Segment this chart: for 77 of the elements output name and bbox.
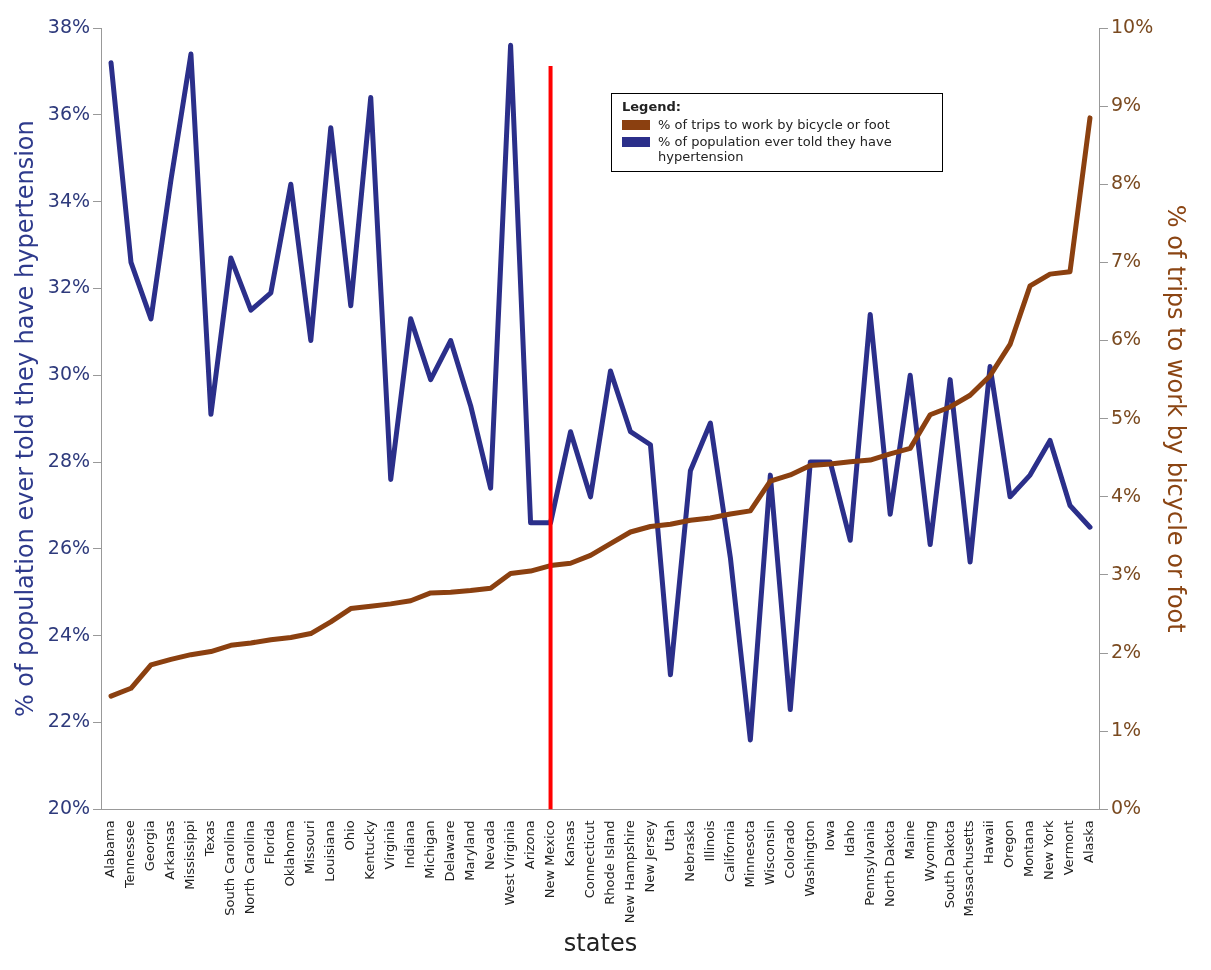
x-tick-label: South Dakota: [941, 820, 957, 909]
x-tick-label: Idaho: [841, 820, 857, 857]
y2-tick-label: 10%: [1110, 14, 1154, 37]
x-tick-label: Vermont: [1061, 820, 1077, 876]
y2-tick-label: 3%: [1110, 561, 1142, 584]
y-tick-label: 32%: [47, 275, 91, 298]
x-tick-label: Mississippi: [182, 820, 198, 890]
y2-tick-label: 6%: [1110, 327, 1142, 350]
x-tick-label: Connecticut: [581, 820, 597, 899]
y2-tick-label: 7%: [1110, 249, 1142, 272]
y-tick-label: 28%: [47, 449, 91, 472]
x-tick-label: Michigan: [422, 820, 438, 879]
x-tick-label: Tennessee: [122, 820, 138, 890]
x-tick-label: Wyoming: [921, 820, 937, 882]
x-tick-label: Maryland: [462, 820, 478, 881]
x-tick-label: New Mexico: [541, 820, 557, 899]
y2-tick-label: 9%: [1110, 93, 1142, 116]
x-tick-label: Nebraska: [681, 820, 697, 882]
x-tick-label: Iowa: [821, 820, 837, 851]
y-tick-label: 36%: [47, 101, 91, 124]
x-tick-label: Maine: [901, 820, 917, 860]
x-tick-label: North Dakota: [881, 820, 897, 907]
x-tick-label: Colorado: [781, 820, 797, 879]
y2-tick-label: 4%: [1110, 483, 1142, 506]
x-tick-label: Alabama: [102, 820, 118, 878]
x-tick-label: Utah: [661, 820, 677, 852]
y2-tick-label: 0%: [1110, 796, 1142, 819]
x-tick-label: Alaska: [1081, 820, 1097, 863]
legend-label: % of trips to work by bicycle or foot: [658, 117, 890, 132]
x-tick-label: Illinois: [701, 820, 717, 862]
y-tick-label: 26%: [47, 535, 91, 558]
x-tick-label: North Carolina: [242, 820, 258, 915]
y2-axis-title: % of trips to work by bicycle or foot: [1162, 204, 1191, 633]
x-tick-label: Arizona: [521, 820, 537, 870]
y-tick-label: 22%: [47, 709, 91, 732]
x-tick-label: Kentucky: [362, 820, 378, 880]
y-tick-label: 38%: [47, 14, 91, 37]
x-tick-label: New Jersey: [641, 820, 657, 893]
y-tick-label: 34%: [47, 188, 91, 211]
x-tick-label: Ohio: [342, 820, 358, 851]
y-axis-title: % of population ever told they have hypertension: [10, 120, 39, 718]
x-tick-label: South Carolina: [222, 820, 238, 916]
y2-tick-label: 8%: [1110, 171, 1142, 194]
x-tick-label: New Hampshire: [621, 820, 637, 924]
x-tick-label: New York: [1041, 819, 1057, 880]
x-tick-label: Delaware: [442, 820, 458, 882]
x-tick-label: Pennsylvania: [861, 820, 877, 906]
x-axis-title: states: [563, 928, 638, 957]
x-tick-label: Florida: [262, 820, 278, 865]
x-tick-label: Texas: [202, 820, 218, 858]
y2-tick-label: 2%: [1110, 640, 1142, 663]
x-tick-label: Oklahoma: [282, 820, 298, 887]
y2-tick-label: 5%: [1110, 405, 1142, 428]
x-tick-label: Wisconsin: [761, 820, 777, 886]
x-tick-label: Hawaii: [981, 820, 997, 864]
x-tick-label: Oregon: [1001, 820, 1017, 869]
legend-title: Legend:: [622, 99, 682, 114]
x-tick-label: Washington: [801, 820, 817, 897]
x-tick-label: Rhode Island: [601, 820, 617, 905]
y-tick-label: 24%: [47, 622, 91, 645]
x-tick-label: Montana: [1021, 820, 1037, 878]
y2-tick-label: 1%: [1110, 718, 1142, 741]
x-tick-label: Indiana: [402, 820, 418, 869]
legend-label: % of population ever told they have hypertension: [658, 134, 893, 164]
x-tick-label: Louisiana: [322, 820, 338, 882]
x-tick-label: Missouri: [302, 820, 318, 874]
x-tick-label: Virginia: [382, 820, 398, 870]
y-tick-label: 20%: [47, 796, 91, 819]
y-tick-label: 30%: [47, 362, 91, 385]
x-tick-label: Kansas: [561, 820, 577, 867]
x-tick-label: West Virginia: [501, 820, 517, 906]
x-tick-label: California: [721, 820, 737, 883]
x-tick-label: Minnesota: [741, 820, 757, 888]
x-tick-label: Arkansas: [162, 820, 178, 880]
x-tick-label: Massachusetts: [961, 820, 977, 917]
x-tick-label: Georgia: [142, 820, 158, 872]
x-tick-label: Nevada: [481, 820, 497, 870]
